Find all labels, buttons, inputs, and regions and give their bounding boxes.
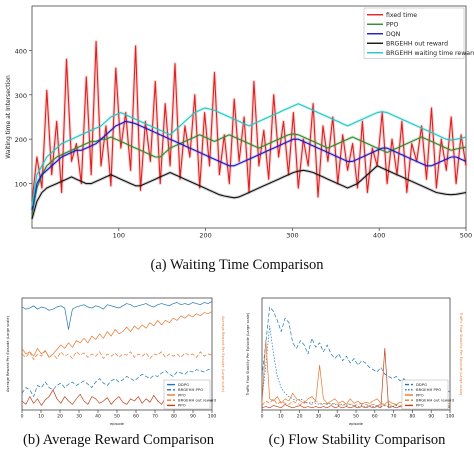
series-line-1 <box>21 368 213 397</box>
x-tick-label: 20 <box>297 414 303 420</box>
series-line-1 <box>31 133 467 215</box>
x-tick-label: 30 <box>76 414 82 420</box>
caption-flow-stability: (c) Flow Stability Comparison <box>268 432 446 448</box>
x-tick-label: 10 <box>278 414 284 420</box>
y-axis-label: Average Reward Per Episode (Large scale) <box>6 315 10 391</box>
legend-entry-0: DDPG <box>416 382 427 387</box>
legend-entry-2: PPO <box>178 392 186 397</box>
x-tick-label: 0 <box>261 414 264 420</box>
waiting-time-chart-svg: 100200300400100200300400500Simulation ti… <box>5 5 474 240</box>
x-tick-label: 50 <box>114 414 120 420</box>
y2-axis-label: Traffic Flow Stability Per Episode (Larg… <box>459 312 463 396</box>
y-axis-label: Traffic Flow Stability Per Episode (Larg… <box>246 312 250 396</box>
legend-entry-1: BRGEHH PPO <box>178 387 203 392</box>
legend-entry-1: PPO <box>386 21 398 28</box>
legend-entry-2: PPO <box>416 392 424 397</box>
series-line-1 <box>261 325 450 407</box>
legend-entry-1: BRGEHH PPO <box>416 387 441 392</box>
x-tick-label: 10 <box>38 414 44 420</box>
series-line-2 <box>31 120 467 211</box>
flow-stability-chart: 0 10 20 30 40 50 60 70 80 90 100 episode Traffic Flo… <box>240 290 474 430</box>
y-tick-label: 300 <box>15 92 27 100</box>
x-tick-label: 100 <box>208 414 217 420</box>
x-tick-label: 40 <box>334 414 340 420</box>
x-tick-label: 70 <box>391 414 397 420</box>
x-tick-label: 100 <box>113 232 125 240</box>
x-tick-label: 200 <box>199 232 211 240</box>
legend-entry-2: DQN <box>386 31 401 38</box>
y-tick-label: 200 <box>15 136 27 144</box>
x-axis-label: episode <box>349 422 364 426</box>
average-reward-chart: 0 10 20 30 40 50 60 70 80 90 100 episode Average Rew… <box>0 290 237 430</box>
flow-stability-chart-svg: 0 10 20 30 40 50 60 70 80 90 100 episode Traffic Flo… <box>246 297 463 426</box>
legend-entry-4: PPO <box>178 403 186 408</box>
legend-entry-3: BRGEHH out reward <box>416 398 455 403</box>
y-axis-label: Waiting time at Intersection <box>5 75 12 159</box>
x-tick-label: 300 <box>286 232 298 240</box>
y2-axis-label: Average Reward Per Episode (Large scale) <box>221 316 225 392</box>
y-tick-label: 400 <box>15 47 27 55</box>
x-tick-label: 90 <box>190 414 196 420</box>
legend-entry-3: BRGEHH out reward <box>386 40 448 47</box>
x-tick-label: 60 <box>372 414 378 420</box>
series-line-3 <box>21 350 213 360</box>
y-tick-label: 100 <box>15 181 27 189</box>
waiting-time-chart: 100200300400100200300400500Simulation ti… <box>5 5 474 240</box>
caption-waiting-time: (a) Waiting Time Comparison <box>150 257 324 273</box>
legend-entry-4: BRGEHH waiting time reward <box>386 50 474 57</box>
series-line-0 <box>21 301 213 330</box>
x-tick-label: 70 <box>152 414 158 420</box>
series-line-2 <box>21 311 213 358</box>
legend-entry-0: fixed time <box>386 12 417 19</box>
x-tick-label: 80 <box>410 414 416 420</box>
legend-entry-0: DDPG <box>178 382 189 387</box>
x-axis-label: episode <box>110 422 125 426</box>
x-tick-label: 400 <box>373 232 385 240</box>
series-line-3 <box>31 165 467 220</box>
x-tick-label: 0 <box>21 414 24 420</box>
legend-entry-4: PPO <box>416 403 424 408</box>
legend-entry-3: BRGEHH out reward <box>178 398 217 403</box>
caption-average-reward: (b) Average Reward Comparison <box>23 432 214 448</box>
x-tick-label: 500 <box>460 232 472 240</box>
x-tick-label: 100 <box>446 414 455 420</box>
average-reward-chart-svg: 0 10 20 30 40 50 60 70 80 90 100 episode Average Rew… <box>6 297 225 426</box>
x-tick-label: 40 <box>95 414 101 420</box>
x-tick-label: 50 <box>353 414 359 420</box>
x-tick-label: 30 <box>316 414 322 420</box>
x-tick-label: 90 <box>428 414 434 420</box>
x-tick-label: 20 <box>57 414 63 420</box>
x-tick-label: 60 <box>133 414 139 420</box>
x-tick-label: 80 <box>171 414 177 420</box>
series-line-4 <box>31 103 467 206</box>
